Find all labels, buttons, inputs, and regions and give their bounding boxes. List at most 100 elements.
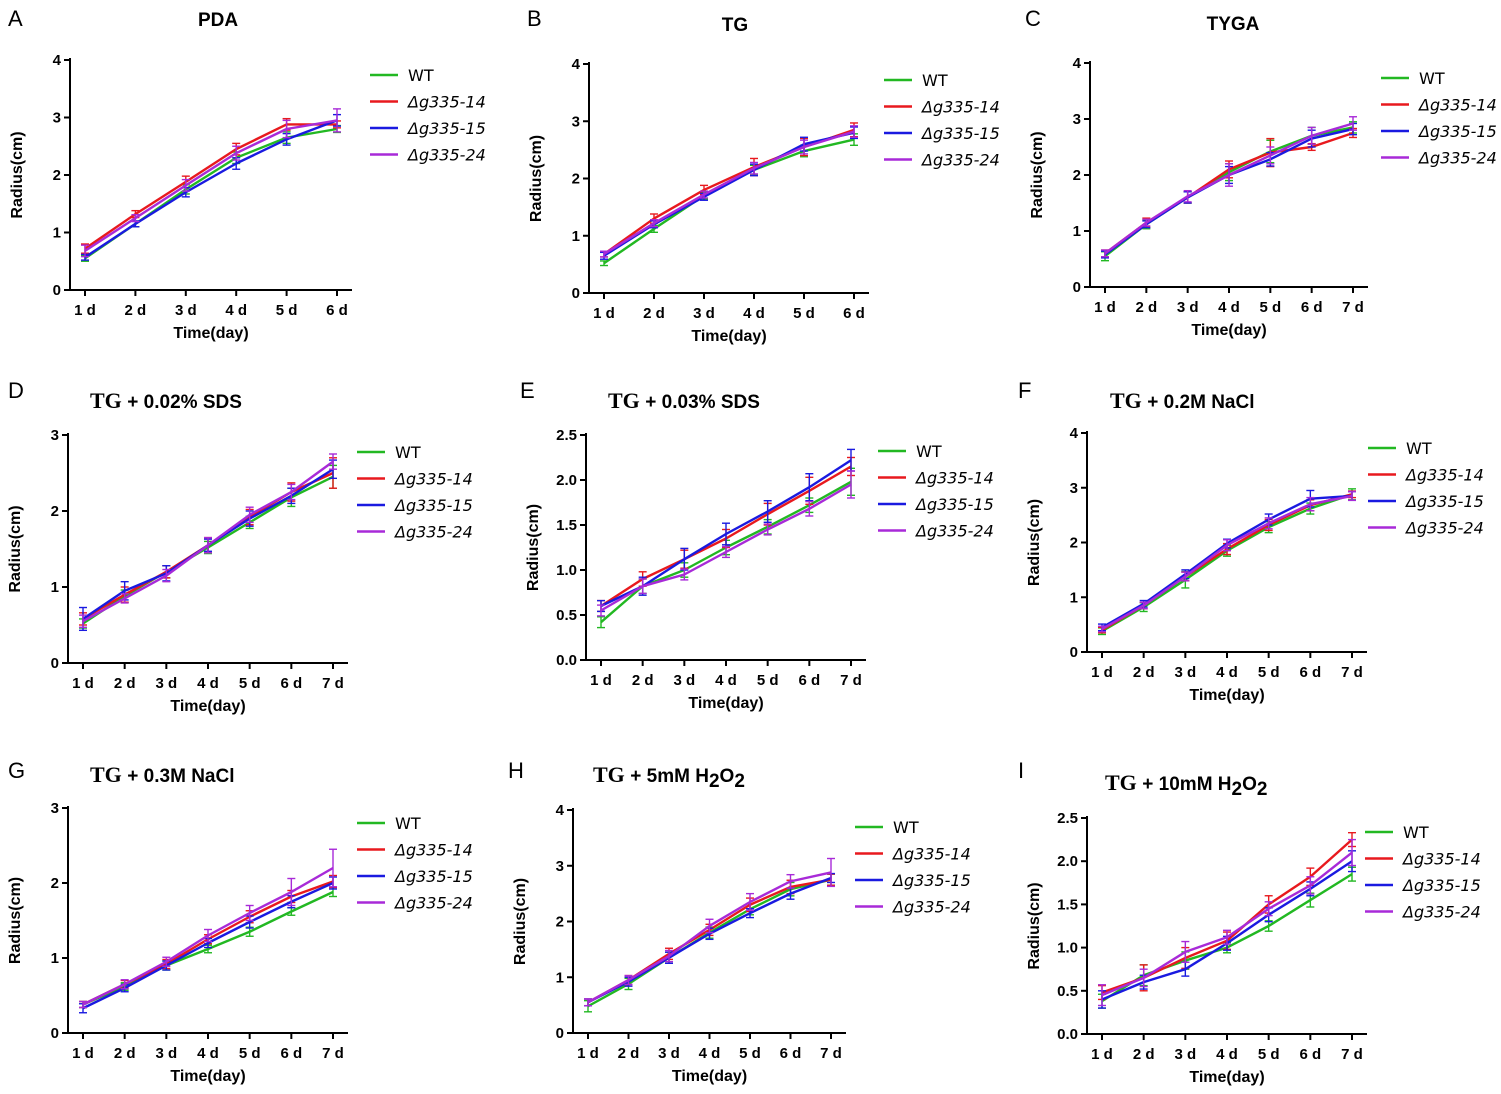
legend-label: Δg335-24 [406, 146, 486, 165]
x-tick-label: 5 d [239, 675, 261, 692]
chart-title-main: + 0.2M NaCl [1147, 392, 1254, 413]
y-tick-label: 4 [556, 802, 565, 819]
panel-letter: F [1018, 378, 1031, 403]
y-tick-label: 0.0 [1057, 1026, 1078, 1043]
chart-title: PDA [198, 10, 238, 31]
chart-title-main: TG [722, 15, 748, 36]
chart-title-main: + 0.03% SDS [645, 392, 760, 413]
legend-label: Δg335-15 [393, 496, 473, 515]
y-tick-label: 0 [556, 1025, 564, 1042]
x-tick-label: 2 d [1133, 1046, 1155, 1063]
series-line [1104, 131, 1354, 255]
y-tick-label: 2 [51, 503, 59, 520]
chart-title-serif: TG [608, 388, 645, 413]
legend-label: WT [922, 71, 948, 90]
x-tick-label: 7 d [1341, 664, 1363, 681]
y-tick-label: 1 [1070, 589, 1078, 606]
series-line [587, 878, 832, 1008]
x-tick-label: 6 d [326, 302, 348, 319]
series-line [1101, 851, 1353, 997]
series-line [82, 866, 334, 1006]
series-3 [1098, 490, 1356, 633]
chart-panel-g: G TG + 0.3M NaCl 0 1 2 3 1 d 2 d 3 d 4 d 5 d 6 d 7 d… [7, 758, 473, 1085]
legend-label: Δg335-15 [1417, 122, 1497, 141]
legend: WT Δg335-14 Δg335-15 Δg335-24 [370, 66, 486, 165]
y-tick-label: 2.5 [1057, 810, 1078, 827]
series-2 [1098, 850, 1356, 1009]
legend-label: Δg335-14 [891, 845, 971, 864]
x-tick-label: 1 d [74, 302, 96, 319]
y-tick-label: 1.0 [556, 562, 577, 579]
x-tick-label: 5 d [276, 302, 298, 319]
chart-title-serif: TG [90, 388, 127, 413]
series-line [1104, 122, 1354, 255]
series-line [1104, 127, 1354, 256]
chart-title: TG [722, 15, 748, 36]
legend-label: Δg335-14 [406, 93, 486, 112]
series-line [84, 127, 338, 260]
panel-letter: H [508, 758, 524, 783]
y-tick-label: 4 [53, 52, 62, 69]
panel-letter: B [527, 6, 542, 31]
y-axis-title: Radius(cm) [512, 878, 529, 965]
series-0 [1098, 488, 1356, 636]
y-axis-title: Radius(cm) [1029, 131, 1046, 218]
x-tick-label: 2 d [125, 302, 147, 319]
legend-label: Δg335-15 [1401, 876, 1481, 895]
x-tick-label: 6 d [1299, 664, 1321, 681]
x-tick-label: 6 d [1299, 1046, 1321, 1063]
chart-title: TG + 10mM H2O2 [1105, 770, 1267, 800]
y-tick-label: 1 [1073, 223, 1081, 240]
x-axis-title: Time(day) [173, 325, 248, 342]
x-tick-label: 5 d [1259, 299, 1281, 316]
y-tick-label: 1 [53, 225, 61, 242]
series-3 [79, 848, 337, 1009]
chart-title: TG + 0.02% SDS [90, 388, 242, 413]
y-tick-label: 1.0 [1057, 940, 1078, 957]
chart-title: TG + 0.3M NaCl [90, 762, 234, 787]
chart-title: TG + 0.2M NaCl [1110, 388, 1254, 413]
y-tick-label: 4 [1070, 425, 1079, 442]
y-tick-label: 1.5 [556, 517, 577, 534]
chart-title: TG + 0.03% SDS [608, 388, 760, 413]
series-0 [600, 133, 858, 267]
series-line [603, 130, 855, 256]
legend-label: Δg335-15 [1404, 492, 1484, 511]
x-tick-label: 1 d [593, 305, 615, 322]
x-tick-label: 5 d [1258, 1046, 1280, 1063]
y-axis-title: Radius(cm) [528, 135, 545, 222]
x-axis-title: Time(day) [691, 328, 766, 345]
x-tick-label: 3 d [693, 305, 715, 322]
legend-label: WT [1419, 69, 1445, 88]
x-tick-label: 2 d [1135, 299, 1157, 316]
legend-label: Δg335-14 [393, 470, 473, 489]
x-tick-label: 2 d [114, 675, 136, 692]
legend-label: WT [395, 443, 421, 462]
legend-label: Δg335-24 [914, 522, 994, 541]
chart-title-serif: TG [593, 762, 630, 787]
x-tick-label: 3 d [1174, 664, 1196, 681]
x-tick-label: 2 d [643, 305, 665, 322]
y-tick-label: 1 [51, 950, 59, 967]
legend: WT Δg335-14 Δg335-15 Δg335-24 [357, 443, 473, 542]
legend-label: Δg335-14 [393, 841, 473, 860]
y-tick-label: 4 [572, 56, 581, 73]
chart-title-subscript: 2 [709, 771, 720, 792]
chart-title-main: TYGA [1207, 14, 1260, 35]
y-tick-label: 2 [572, 171, 580, 188]
legend-label: WT [395, 814, 421, 833]
x-tick-label: 2 d [114, 1045, 136, 1062]
x-tick-label: 4 d [743, 305, 765, 322]
y-tick-label: 2 [51, 875, 59, 892]
legend-label: Δg335-14 [1404, 466, 1484, 485]
y-axis-title: Radius(cm) [1026, 882, 1043, 969]
x-tick-label: 6 d [280, 1045, 302, 1062]
chart-title-main: PDA [198, 10, 238, 31]
x-tick-label: 7 d [322, 1045, 344, 1062]
legend-label: Δg335-15 [891, 871, 971, 890]
series-2 [81, 113, 341, 261]
chart-title-main-2: O [1242, 774, 1257, 795]
y-tick-label: 0.0 [556, 652, 577, 669]
